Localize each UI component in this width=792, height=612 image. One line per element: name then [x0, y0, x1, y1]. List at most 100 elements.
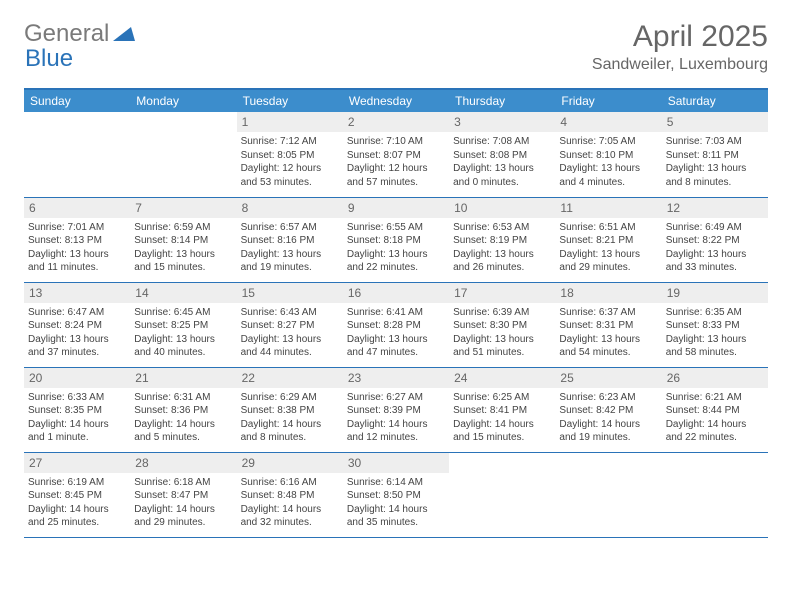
empty-cell [662, 452, 768, 537]
day-number: 10 [449, 198, 555, 218]
day-number: 6 [24, 198, 130, 218]
day-info: Sunrise: 6:53 AMSunset: 8:19 PMDaylight:… [453, 221, 551, 275]
sunrise-text: Sunrise: 6:55 AM [347, 221, 445, 235]
triangle-icon [113, 20, 135, 48]
day-number: 4 [555, 112, 661, 132]
week-row: 1Sunrise: 7:12 AMSunset: 8:05 PMDaylight… [24, 112, 768, 197]
day-cell: 20Sunrise: 6:33 AMSunset: 8:35 PMDayligh… [24, 367, 130, 452]
sunset-text: Sunset: 8:36 PM [134, 404, 232, 418]
calendar-table: SundayMondayTuesdayWednesdayThursdayFrid… [24, 88, 768, 538]
daylight-text: Daylight: 13 hours and 22 minutes. [347, 248, 445, 275]
sunrise-text: Sunrise: 6:35 AM [666, 306, 764, 320]
day-number: 18 [555, 283, 661, 303]
day-info: Sunrise: 6:35 AMSunset: 8:33 PMDaylight:… [666, 306, 764, 360]
sunset-text: Sunset: 8:13 PM [28, 234, 126, 248]
daylight-text: Daylight: 14 hours and 32 minutes. [241, 503, 339, 530]
day-header-tuesday: Tuesday [237, 89, 343, 112]
sunset-text: Sunset: 8:18 PM [347, 234, 445, 248]
daylight-text: Daylight: 12 hours and 53 minutes. [241, 162, 339, 189]
day-cell: 11Sunrise: 6:51 AMSunset: 8:21 PMDayligh… [555, 197, 661, 282]
day-info: Sunrise: 6:39 AMSunset: 8:30 PMDaylight:… [453, 306, 551, 360]
day-header-friday: Friday [555, 89, 661, 112]
daylight-text: Daylight: 13 hours and 33 minutes. [666, 248, 764, 275]
sunrise-text: Sunrise: 6:39 AM [453, 306, 551, 320]
sunrise-text: Sunrise: 6:18 AM [134, 476, 232, 490]
day-number: 12 [662, 198, 768, 218]
sunrise-text: Sunrise: 7:10 AM [347, 135, 445, 149]
daylight-text: Daylight: 13 hours and 15 minutes. [134, 248, 232, 275]
sunset-text: Sunset: 8:45 PM [28, 489, 126, 503]
day-info: Sunrise: 7:12 AMSunset: 8:05 PMDaylight:… [241, 135, 339, 189]
day-info: Sunrise: 6:25 AMSunset: 8:41 PMDaylight:… [453, 391, 551, 445]
daylight-text: Daylight: 13 hours and 51 minutes. [453, 333, 551, 360]
daylight-text: Daylight: 14 hours and 12 minutes. [347, 418, 445, 445]
day-number: 13 [24, 283, 130, 303]
daylight-text: Daylight: 12 hours and 57 minutes. [347, 162, 445, 189]
week-row: 27Sunrise: 6:19 AMSunset: 8:45 PMDayligh… [24, 452, 768, 537]
day-number: 8 [237, 198, 343, 218]
sunset-text: Sunset: 8:10 PM [559, 149, 657, 163]
sunset-text: Sunset: 8:19 PM [453, 234, 551, 248]
day-info: Sunrise: 6:55 AMSunset: 8:18 PMDaylight:… [347, 221, 445, 275]
day-info: Sunrise: 6:21 AMSunset: 8:44 PMDaylight:… [666, 391, 764, 445]
week-row: 20Sunrise: 6:33 AMSunset: 8:35 PMDayligh… [24, 367, 768, 452]
sunset-text: Sunset: 8:30 PM [453, 319, 551, 333]
sunrise-text: Sunrise: 6:31 AM [134, 391, 232, 405]
daylight-text: Daylight: 13 hours and 0 minutes. [453, 162, 551, 189]
daylight-text: Daylight: 13 hours and 26 minutes. [453, 248, 551, 275]
daylight-text: Daylight: 13 hours and 19 minutes. [241, 248, 339, 275]
logo: General [24, 20, 137, 48]
sunrise-text: Sunrise: 6:45 AM [134, 306, 232, 320]
day-header-wednesday: Wednesday [343, 89, 449, 112]
sunrise-text: Sunrise: 6:19 AM [28, 476, 126, 490]
sunset-text: Sunset: 8:25 PM [134, 319, 232, 333]
daylight-text: Daylight: 14 hours and 35 minutes. [347, 503, 445, 530]
empty-cell [449, 452, 555, 537]
sunrise-text: Sunrise: 6:25 AM [453, 391, 551, 405]
sunset-text: Sunset: 8:07 PM [347, 149, 445, 163]
location-label: Sandweiler, Luxembourg [592, 56, 768, 74]
week-row: 6Sunrise: 7:01 AMSunset: 8:13 PMDaylight… [24, 197, 768, 282]
day-number: 28 [130, 453, 236, 473]
day-number: 7 [130, 198, 236, 218]
sunrise-text: Sunrise: 6:47 AM [28, 306, 126, 320]
sunset-text: Sunset: 8:22 PM [666, 234, 764, 248]
sunrise-text: Sunrise: 6:33 AM [28, 391, 126, 405]
logo-text-general: General [24, 20, 109, 48]
day-number: 20 [24, 368, 130, 388]
daylight-text: Daylight: 13 hours and 40 minutes. [134, 333, 232, 360]
sunset-text: Sunset: 8:28 PM [347, 319, 445, 333]
empty-cell [555, 452, 661, 537]
day-cell: 27Sunrise: 6:19 AMSunset: 8:45 PMDayligh… [24, 452, 130, 537]
sunset-text: Sunset: 8:39 PM [347, 404, 445, 418]
day-number: 26 [662, 368, 768, 388]
header: General April 2025 Sandweiler, Luxembour… [24, 20, 768, 74]
day-header-thursday: Thursday [449, 89, 555, 112]
sunset-text: Sunset: 8:27 PM [241, 319, 339, 333]
day-info: Sunrise: 7:10 AMSunset: 8:07 PMDaylight:… [347, 135, 445, 189]
daylight-text: Daylight: 13 hours and 54 minutes. [559, 333, 657, 360]
day-number: 11 [555, 198, 661, 218]
empty-cell [24, 112, 130, 197]
day-info: Sunrise: 6:59 AMSunset: 8:14 PMDaylight:… [134, 221, 232, 275]
sunset-text: Sunset: 8:16 PM [241, 234, 339, 248]
daylight-text: Daylight: 13 hours and 37 minutes. [28, 333, 126, 360]
daylight-text: Daylight: 13 hours and 58 minutes. [666, 333, 764, 360]
day-cell: 25Sunrise: 6:23 AMSunset: 8:42 PMDayligh… [555, 367, 661, 452]
day-cell: 8 Sunrise: 6:57 AMSunset: 8:16 PMDaylight… [237, 197, 343, 282]
logo-text-blue: Blue [25, 45, 73, 73]
title-block: April 2025 Sandweiler, Luxembourg [592, 20, 768, 74]
sunrise-text: Sunrise: 6:57 AM [241, 221, 339, 235]
daylight-text: Daylight: 14 hours and 1 minute. [28, 418, 126, 445]
sunset-text: Sunset: 8:47 PM [134, 489, 232, 503]
sunrise-text: Sunrise: 6:27 AM [347, 391, 445, 405]
daylight-text: Daylight: 13 hours and 44 minutes. [241, 333, 339, 360]
sunrise-text: Sunrise: 6:23 AM [559, 391, 657, 405]
day-header-row: SundayMondayTuesdayWednesdayThursdayFrid… [24, 89, 768, 112]
sunset-text: Sunset: 8:50 PM [347, 489, 445, 503]
daylight-text: Daylight: 13 hours and 4 minutes. [559, 162, 657, 189]
day-info: Sunrise: 6:29 AMSunset: 8:38 PMDaylight:… [241, 391, 339, 445]
day-info: Sunrise: 6:14 AMSunset: 8:50 PMDaylight:… [347, 476, 445, 530]
sunrise-text: Sunrise: 7:12 AM [241, 135, 339, 149]
day-cell: 4Sunrise: 7:05 AMSunset: 8:10 PMDaylight… [555, 112, 661, 197]
